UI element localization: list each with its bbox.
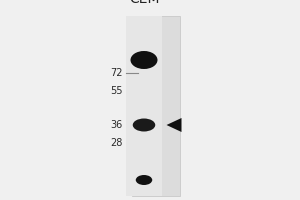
Text: 28: 28 [111,138,123,148]
Polygon shape [167,118,182,132]
Ellipse shape [130,51,158,69]
Ellipse shape [133,118,155,132]
Bar [132,16,180,196]
Ellipse shape [136,175,152,185]
Text: 36: 36 [111,120,123,130]
Text: 55: 55 [110,86,123,96]
Text: 72: 72 [110,68,123,78]
Text: CEM: CEM [129,0,159,6]
Bar [126,16,162,196]
